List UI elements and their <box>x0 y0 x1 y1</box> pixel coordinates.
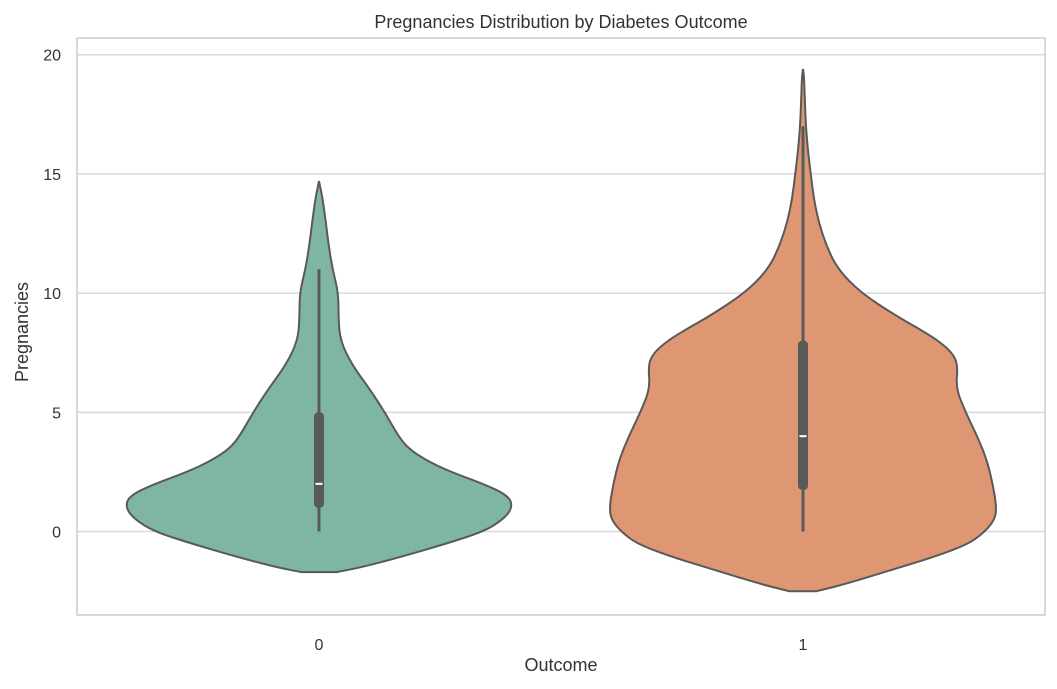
chart-title: Pregnancies Distribution by Diabetes Out… <box>374 12 747 32</box>
y-tick-label: 20 <box>43 48 61 65</box>
x-axis-label: Outcome <box>524 655 597 675</box>
y-axis-label: Pregnancies <box>12 282 32 382</box>
y-tick-label: 5 <box>52 405 61 422</box>
plot-frame <box>76 37 1046 616</box>
violins <box>125 68 997 593</box>
y-tick-labels: 0 5 10 15 20 <box>43 48 61 542</box>
violin-outcome-0 <box>125 180 513 574</box>
y-tick-label: 10 <box>43 286 61 303</box>
violin-iqr-box <box>314 412 324 508</box>
y-tick-label: 15 <box>43 167 61 184</box>
violin-outcome-1 <box>609 68 997 593</box>
x-tick-label: 0 <box>315 637 324 654</box>
y-tick-label: 0 <box>52 525 61 542</box>
violin-iqr-box <box>798 340 808 490</box>
x-tick-label: 1 <box>799 637 808 654</box>
